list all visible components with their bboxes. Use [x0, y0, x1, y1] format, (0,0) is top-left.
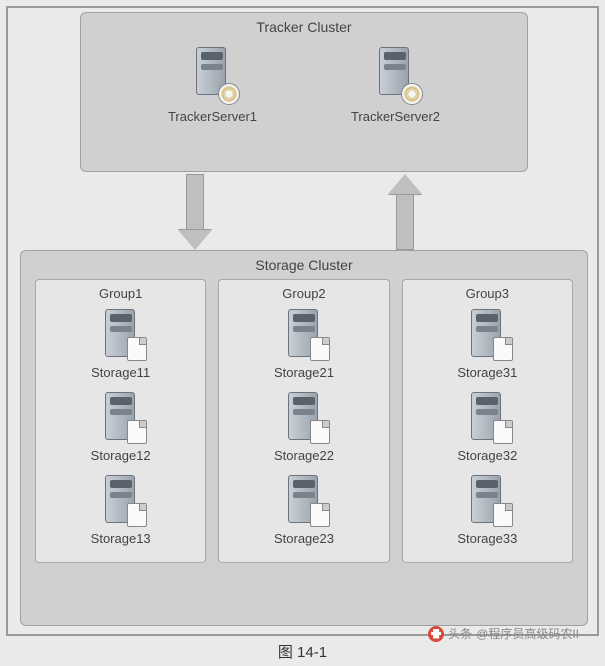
storage-node: Storage22: [225, 388, 382, 463]
storage-node: Storage31: [409, 305, 566, 380]
arrow-up-icon: [388, 174, 422, 250]
storage-node: Storage11: [42, 305, 199, 380]
document-icon: [493, 337, 513, 361]
storage-cluster-title: Storage Cluster: [21, 251, 587, 273]
figure-caption: 图 14-1: [0, 641, 605, 662]
storage-group: Group3 Storage31 Storage32 Storage33: [402, 279, 573, 563]
tracker-server-node: TrackerServer2: [351, 43, 440, 124]
storage-node-label: Storage11: [42, 365, 199, 380]
storage-node: Storage21: [225, 305, 382, 380]
tracker-servers-row: TrackerServer1 TrackerServer2: [81, 35, 527, 124]
server-tower-icon: [276, 305, 332, 361]
document-icon: [493, 420, 513, 444]
server-tower-icon: [367, 43, 423, 105]
document-icon: [127, 420, 147, 444]
storage-node: Storage33: [409, 471, 566, 546]
storage-node: Storage13: [42, 471, 199, 546]
watermark-logo-icon: [428, 626, 444, 642]
tracker-cluster-box: Tracker Cluster TrackerServer1 TrackerSe…: [80, 12, 528, 172]
document-icon: [127, 337, 147, 361]
server-tower-icon: [459, 305, 515, 361]
storage-node-label: Storage23: [225, 531, 382, 546]
groups-row: Group1 Storage11 Storage12 Storage13 Gro…: [21, 273, 587, 573]
storage-node-label: Storage33: [409, 531, 566, 546]
storage-node-label: Storage13: [42, 531, 199, 546]
storage-node: Storage32: [409, 388, 566, 463]
server-tower-icon: [184, 43, 240, 105]
storage-node: Storage12: [42, 388, 199, 463]
group-title: Group2: [225, 286, 382, 301]
document-icon: [310, 337, 330, 361]
storage-node-label: Storage21: [225, 365, 382, 380]
watermark-prefix: 头条: [448, 625, 472, 642]
server-tower-icon: [93, 471, 149, 527]
server-tower-icon: [93, 305, 149, 361]
tracker-cluster-title: Tracker Cluster: [81, 13, 527, 35]
server-tower-icon: [93, 388, 149, 444]
arrow-down-icon: [178, 174, 212, 250]
group-title: Group3: [409, 286, 566, 301]
storage-node-label: Storage32: [409, 448, 566, 463]
storage-group: Group2 Storage21 Storage22 Storage23: [218, 279, 389, 563]
document-icon: [310, 420, 330, 444]
group-title: Group1: [42, 286, 199, 301]
storage-node-label: Storage22: [225, 448, 382, 463]
document-icon: [493, 503, 513, 527]
outer-frame: Tracker Cluster TrackerServer1 TrackerSe…: [6, 6, 599, 636]
storage-node: Storage23: [225, 471, 382, 546]
tracker-server-label: TrackerServer1: [168, 109, 257, 124]
disc-icon: [401, 83, 423, 105]
server-tower-icon: [459, 388, 515, 444]
storage-node-label: Storage31: [409, 365, 566, 380]
document-icon: [310, 503, 330, 527]
server-tower-icon: [276, 471, 332, 527]
document-icon: [127, 503, 147, 527]
tracker-server-label: TrackerServer2: [351, 109, 440, 124]
watermark-text: @程序员高级码农II: [476, 625, 579, 642]
tracker-server-node: TrackerServer1: [168, 43, 257, 124]
storage-group: Group1 Storage11 Storage12 Storage13: [35, 279, 206, 563]
disc-icon: [218, 83, 240, 105]
server-tower-icon: [276, 388, 332, 444]
watermark: 头条 @程序员高级码农II: [428, 625, 579, 642]
server-tower-icon: [459, 471, 515, 527]
storage-node-label: Storage12: [42, 448, 199, 463]
storage-cluster-box: Storage Cluster Group1 Storage11 Storage…: [20, 250, 588, 626]
